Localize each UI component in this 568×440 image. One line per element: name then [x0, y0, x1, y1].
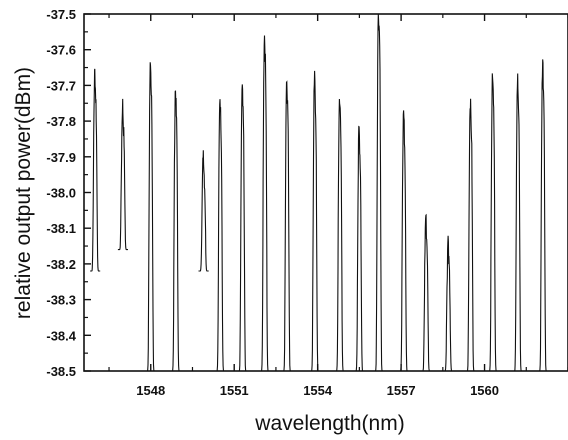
- x-tick-label: 1551: [220, 383, 249, 398]
- y-tick-label: -38.0: [46, 186, 76, 201]
- spectral-peak: [334, 98, 345, 372]
- y-tick-label: -38.3: [46, 293, 76, 308]
- spectral-peak: [259, 35, 270, 372]
- y-tick-label: -38.2: [46, 257, 76, 272]
- spectral-peak: [443, 235, 454, 372]
- spectral-peak: [487, 73, 498, 372]
- spectral-peak: [537, 59, 548, 372]
- x-tick-labels: 1548 1551 1554 1557 1560: [136, 383, 499, 398]
- spectral-peak: [282, 80, 293, 372]
- x-axis-label: wavelength(nm): [254, 412, 404, 435]
- y-tick-label: -37.6: [46, 43, 76, 58]
- spectral-peak: [170, 90, 181, 372]
- spectral-peak: [145, 62, 156, 372]
- spectral-peak: [465, 98, 476, 372]
- y-tick-label: -38.5: [46, 364, 76, 379]
- y-tick-label: -37.7: [46, 78, 76, 93]
- spectral-peak: [421, 213, 432, 372]
- y-axis-label: relative output power(dBm): [12, 67, 35, 319]
- y-tick-label: -38.1: [46, 221, 76, 236]
- y-tick-label: -37.5: [46, 7, 76, 22]
- spectral-peak: [117, 98, 128, 251]
- spectral-peak: [90, 68, 101, 272]
- spectrum-trace: [90, 13, 548, 372]
- spectral-peak: [215, 99, 226, 372]
- spectral-peak: [354, 125, 365, 372]
- y-tick-label: -37.9: [46, 150, 76, 165]
- y-tick-label: -37.8: [46, 114, 76, 129]
- x-tick-label: 1548: [136, 383, 165, 398]
- spectral-peak: [398, 110, 409, 372]
- x-tick-label: 1554: [303, 383, 333, 398]
- spectral-peak: [237, 84, 248, 372]
- spectral-peak: [309, 70, 320, 372]
- spectral-peak: [373, 13, 384, 372]
- x-tick-label: 1557: [387, 383, 416, 398]
- spectral-peak: [512, 73, 523, 372]
- x-tick-label: 1560: [470, 383, 499, 398]
- y-tick-labels: -37.5 -37.6 -37.7 -37.8 -37.9 -38.0 -38.1 -38.2…: [46, 7, 76, 379]
- spectral-peak: [198, 150, 209, 272]
- plot-frame: [83, 13, 568, 372]
- y-tick-label: -38.4: [46, 328, 76, 343]
